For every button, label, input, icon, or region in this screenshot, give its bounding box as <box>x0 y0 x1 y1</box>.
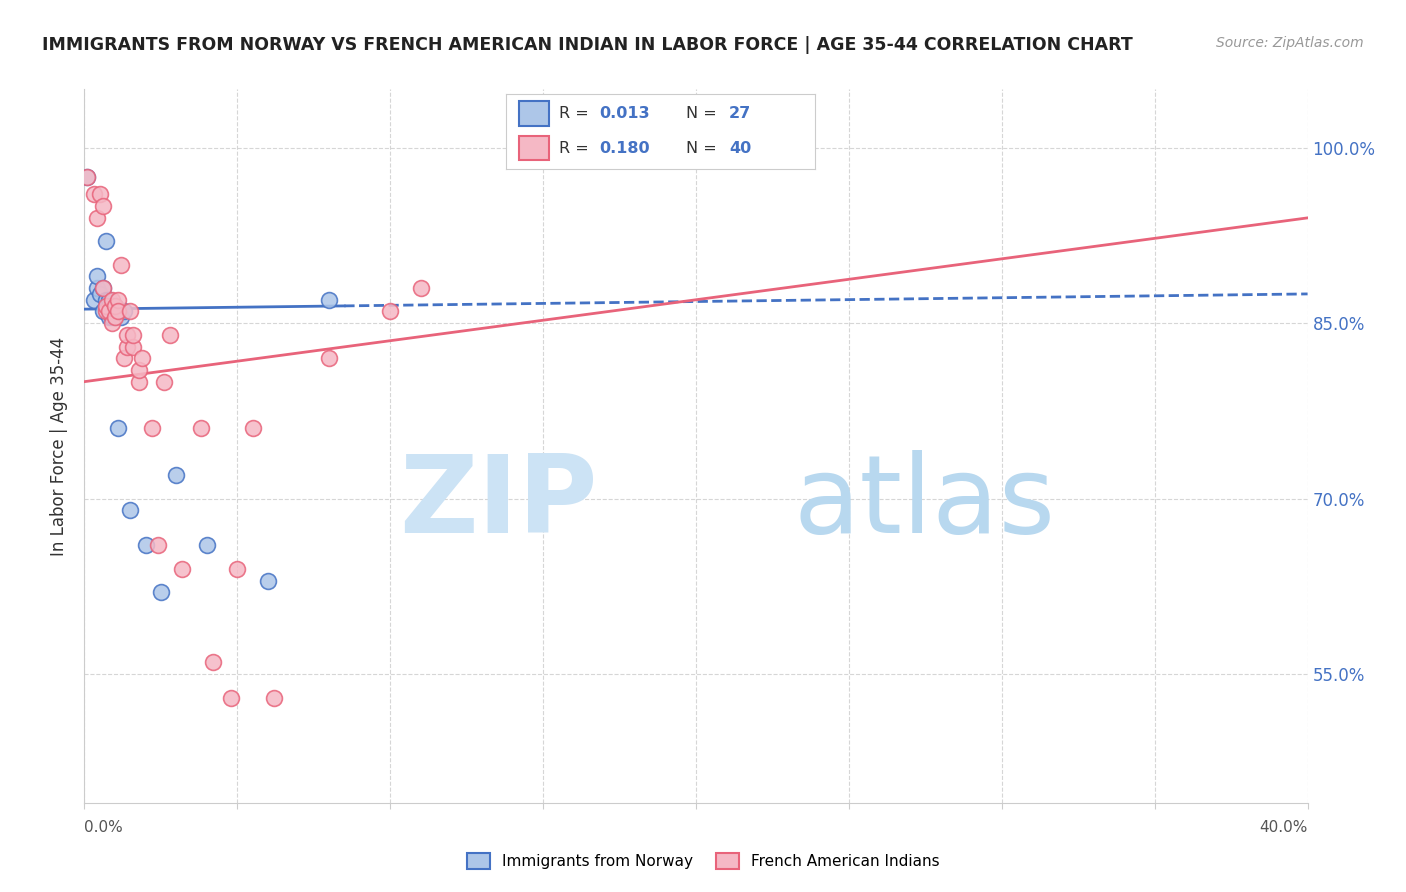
Point <box>97 304 120 318</box>
Point <box>107 293 129 307</box>
Point <box>128 363 150 377</box>
Point <box>190 421 212 435</box>
Text: R =: R = <box>558 141 593 156</box>
Point <box>97 310 120 325</box>
Y-axis label: In Labor Force | Age 35-44: In Labor Force | Age 35-44 <box>51 336 69 556</box>
FancyBboxPatch shape <box>519 101 550 126</box>
Point <box>104 310 127 325</box>
Point <box>219 690 242 705</box>
Point <box>94 234 117 248</box>
Point <box>107 304 129 318</box>
Point <box>122 327 145 342</box>
Point <box>91 281 114 295</box>
Text: ZIP: ZIP <box>399 450 598 556</box>
Point <box>104 299 127 313</box>
Point <box>409 281 432 295</box>
Point <box>226 562 249 576</box>
Point <box>380 304 402 318</box>
Point <box>101 299 124 313</box>
Point <box>115 327 138 342</box>
Point <box>94 293 117 307</box>
Point <box>97 293 120 307</box>
Point <box>146 538 169 552</box>
Point <box>104 299 127 313</box>
Point <box>94 304 117 318</box>
Point <box>153 375 176 389</box>
Point <box>104 304 127 318</box>
Text: 27: 27 <box>728 106 751 121</box>
Point <box>141 421 163 435</box>
Point <box>83 187 105 202</box>
Text: 0.013: 0.013 <box>599 106 650 121</box>
Point <box>122 340 145 354</box>
Point <box>120 304 142 318</box>
Point <box>318 293 340 307</box>
Text: 0.0%: 0.0% <box>84 821 124 835</box>
Text: N =: N = <box>686 141 721 156</box>
Point <box>242 421 264 435</box>
Point <box>89 287 111 301</box>
Point <box>86 211 108 225</box>
Point <box>101 310 124 325</box>
FancyBboxPatch shape <box>519 136 550 161</box>
Point <box>91 281 114 295</box>
Text: atlas: atlas <box>794 450 1056 556</box>
Point <box>89 187 111 202</box>
Point <box>104 310 127 325</box>
Point <box>257 574 280 588</box>
Text: Source: ZipAtlas.com: Source: ZipAtlas.com <box>1216 36 1364 50</box>
Point <box>165 468 187 483</box>
Point <box>318 351 340 366</box>
Point <box>110 258 132 272</box>
Point <box>135 538 157 552</box>
Point <box>91 304 114 318</box>
Point <box>115 340 138 354</box>
Point <box>195 538 218 552</box>
Text: N =: N = <box>686 106 721 121</box>
Point <box>172 562 194 576</box>
Text: 40.0%: 40.0% <box>1260 821 1308 835</box>
Text: 0.180: 0.180 <box>599 141 650 156</box>
Text: R =: R = <box>558 106 593 121</box>
Point <box>91 199 114 213</box>
Point <box>83 293 105 307</box>
Text: IMMIGRANTS FROM NORWAY VS FRENCH AMERICAN INDIAN IN LABOR FORCE | AGE 35-44 CORR: IMMIGRANTS FROM NORWAY VS FRENCH AMERICA… <box>42 36 1133 54</box>
Point <box>86 269 108 284</box>
Point <box>112 304 135 318</box>
Point <box>97 304 120 318</box>
Point <box>120 503 142 517</box>
Point <box>94 299 117 313</box>
Point <box>578 141 600 155</box>
Point <box>263 690 285 705</box>
Point <box>101 293 124 307</box>
Point <box>149 585 172 599</box>
Point <box>128 375 150 389</box>
Point <box>110 310 132 325</box>
Text: 40: 40 <box>728 141 751 156</box>
Point <box>76 169 98 184</box>
Point <box>107 421 129 435</box>
Point <box>159 327 181 342</box>
Legend: Immigrants from Norway, French American Indians: Immigrants from Norway, French American … <box>461 847 945 875</box>
Point <box>76 169 98 184</box>
Point <box>112 351 135 366</box>
Point <box>201 656 224 670</box>
Point <box>131 351 153 366</box>
Point <box>86 281 108 295</box>
Point <box>101 316 124 330</box>
